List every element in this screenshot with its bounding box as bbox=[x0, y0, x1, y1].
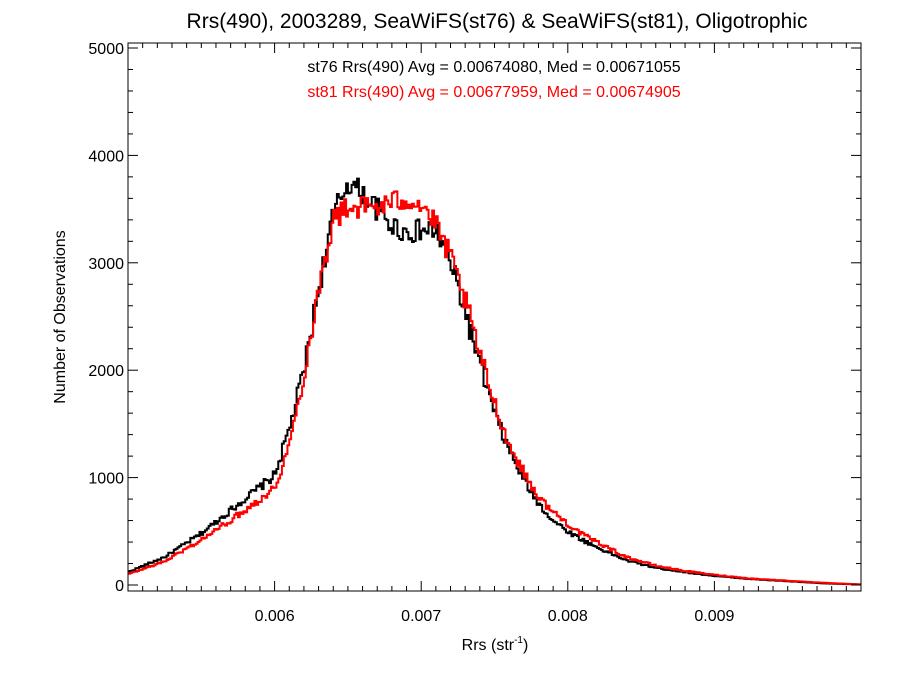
legend-entry-1: st76 Rrs(490) Avg = 0.00674080, Med = 0.… bbox=[307, 59, 680, 76]
series-line-1 bbox=[128, 177, 861, 586]
y-tick-label: 1000 bbox=[88, 471, 124, 488]
x-axis-label: Rrs (str-1) bbox=[462, 635, 529, 654]
series-group bbox=[128, 177, 861, 586]
series-line-2 bbox=[128, 190, 861, 586]
x-axis-label-superscript: -1 bbox=[514, 635, 523, 646]
plot-frame bbox=[127, 42, 862, 592]
legend: st76 Rrs(490) Avg = 0.00674080, Med = 0.… bbox=[307, 59, 680, 101]
y-tick-label: 5000 bbox=[88, 41, 124, 58]
legend-entry-2: st81 Rrs(490) Avg = 0.00677959, Med = 0.… bbox=[307, 84, 680, 101]
y-tick-label: 0 bbox=[115, 578, 124, 595]
chart-title: Rrs(490), 2003289, SeaWiFS(st76) & SeaWi… bbox=[187, 10, 808, 33]
y-tick-label: 4000 bbox=[88, 148, 124, 165]
y-tick-label: 2000 bbox=[88, 363, 124, 380]
y-axis-label: Number of Observations bbox=[52, 230, 69, 403]
x-tick-label: 0.009 bbox=[694, 608, 734, 625]
ticks-group: 0 1000 2000 3000 4000 5000 0.006 0.007 0.008 0.00… bbox=[88, 41, 861, 625]
x-tick-label: 0.008 bbox=[548, 608, 588, 625]
y-tick-label: 3000 bbox=[88, 256, 124, 273]
x-tick-label: 0.007 bbox=[401, 608, 441, 625]
x-tick-label: 0.006 bbox=[255, 608, 295, 625]
